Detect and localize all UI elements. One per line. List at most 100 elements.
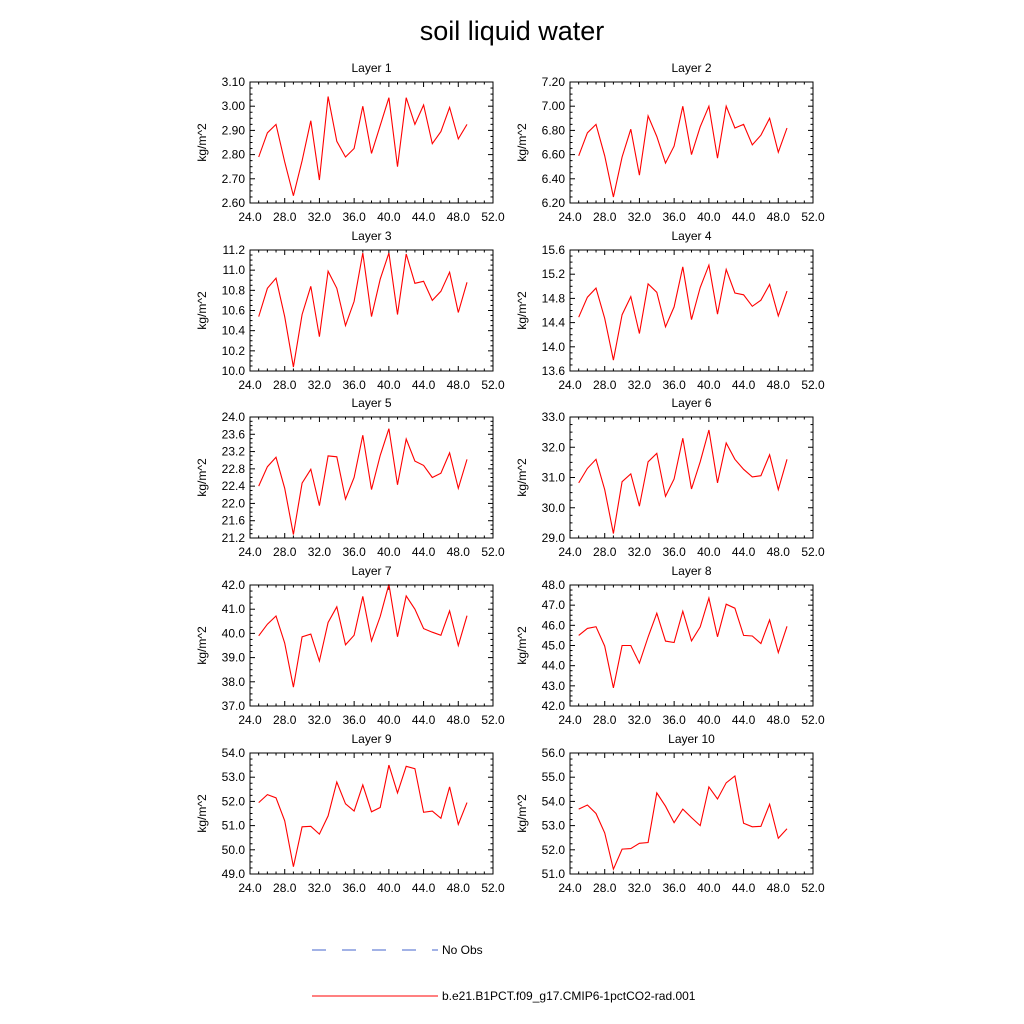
layer-6-xtick-label: 24.0: [558, 545, 582, 559]
layer-10-ytick-label: 51.0: [542, 867, 566, 881]
layer-4-xtick-label: 44.0: [732, 378, 756, 392]
layer-2-xtick-label: 52.0: [801, 210, 825, 224]
layer-7-xtick-label: 48.0: [447, 713, 471, 727]
layer-1-ytick-label: 3.00: [222, 99, 246, 113]
layer-3-ytick-label: 10.6: [222, 304, 246, 318]
layer-3-title: Layer 3: [351, 229, 391, 243]
layer-5-xtick-label: 32.0: [308, 545, 332, 559]
layer-7-xtick-label: 36.0: [342, 713, 366, 727]
layer-1-title: Layer 1: [351, 61, 391, 75]
layer-4-xtick-label: 52.0: [801, 378, 825, 392]
layer-7-xtick-label: 28.0: [273, 713, 297, 727]
layer-5-ytick-label: 22.0: [222, 496, 246, 510]
layer-7-plot-frame: [249, 584, 494, 707]
layer-7-ytick-label: 37.0: [222, 699, 246, 713]
layer-10-xtick-label: 40.0: [697, 881, 721, 895]
layer-5-panel: Layer 5 kg/m^2 24.0 28.0 32.0 36.0 40.0 44.0 48.…: [195, 396, 505, 559]
layer-1-xtick-label: 48.0: [447, 210, 471, 224]
layer-3-xtick-label: 44.0: [412, 378, 436, 392]
layer-9-ytick-label: 53.0: [222, 770, 246, 784]
layer-9-ytick-label: 51.0: [222, 819, 246, 833]
layer-1-plot-frame: [249, 81, 494, 204]
layer-7-series-line: [258, 584, 468, 688]
layer-9-xtick-label: 48.0: [447, 881, 471, 895]
layer-2-xtick-label: 24.0: [558, 210, 582, 224]
layer-9-ytick-label: 52.0: [222, 794, 246, 808]
layer-6-xtick-label: 52.0: [801, 545, 825, 559]
layer-3-xtick-label: 32.0: [308, 378, 332, 392]
layer-10-xtick-label: 28.0: [593, 881, 617, 895]
layer-5-ylabel: kg/m^2: [195, 458, 209, 497]
layer-2-plot-frame: [569, 81, 814, 204]
layer-5-xtick-label: 24.0: [238, 545, 262, 559]
legend: No Obs b.e21.B1PCT.f09_g17.CMIP6-1pctCO2…: [312, 943, 696, 1003]
layer-7-ytick-label: 39.0: [222, 651, 246, 665]
layer-5-xtick-label: 40.0: [377, 545, 401, 559]
layer-6-ytick-label: 33.0: [542, 410, 566, 424]
layer-2-xtick-label: 32.0: [628, 210, 652, 224]
layer-10-xtick-label: 36.0: [662, 881, 686, 895]
layer-9-plot-frame: [249, 752, 494, 875]
layer-8-xtick-label: 24.0: [558, 713, 582, 727]
layer-4-xtick-label: 28.0: [593, 378, 617, 392]
panels-grid: Layer 1 kg/m^2 24.0 28.0 32.0 36.0 40.0 44.0 48.…: [195, 61, 825, 895]
layer-5-xtick-label: 48.0: [447, 545, 471, 559]
layer-9-xtick-label: 40.0: [377, 881, 401, 895]
layer-4-panel: Layer 4 kg/m^2 24.0 28.0 32.0 36.0 40.0 44.0 48.…: [515, 229, 825, 392]
layer-8-xtick-label: 32.0: [628, 713, 652, 727]
layer-7-xtick-label: 40.0: [377, 713, 401, 727]
layer-5-xtick-label: 28.0: [273, 545, 297, 559]
layer-8-ytick-label: 44.0: [542, 659, 566, 673]
layer-4-title: Layer 4: [671, 229, 711, 243]
layer-3-ytick-label: 11.2: [223, 243, 246, 257]
layer-1-ylabel: kg/m^2: [195, 123, 209, 162]
layer-7-xtick-label: 44.0: [412, 713, 436, 727]
layer-10-series-line: [578, 775, 788, 871]
layer-6-xtick-label: 48.0: [767, 545, 791, 559]
layer-6-xtick-label: 36.0: [662, 545, 686, 559]
layer-10-xtick-label: 48.0: [767, 881, 791, 895]
layer-3-xtick-label: 28.0: [273, 378, 297, 392]
layer-3-ytick-label: 10.2: [222, 344, 246, 358]
layer-4-ytick-label: 15.2: [542, 267, 566, 281]
layer-9-xtick-label: 36.0: [342, 881, 366, 895]
layer-10-xtick-label: 52.0: [801, 881, 825, 895]
layer-4-xtick-label: 24.0: [558, 378, 582, 392]
layer-8-xtick-label: 36.0: [662, 713, 686, 727]
layer-5-ytick-label: 23.6: [222, 427, 246, 441]
layer-3-series-line: [258, 252, 468, 368]
layer-8-ylabel: kg/m^2: [515, 626, 529, 665]
layer-4-xtick-label: 48.0: [767, 378, 791, 392]
layer-8-ytick-label: 48.0: [542, 578, 566, 592]
layer-9-ytick-label: 54.0: [222, 746, 246, 760]
layer-7-ytick-label: 42.0: [222, 578, 246, 592]
layer-10-xtick-label: 24.0: [558, 881, 582, 895]
figure-title: soil liquid water: [420, 16, 605, 46]
layer-5-ytick-label: 22.4: [222, 479, 246, 493]
layer-9-title: Layer 9: [351, 732, 391, 746]
layer-9-ylabel: kg/m^2: [195, 794, 209, 833]
layer-6-ytick-label: 30.0: [542, 501, 566, 515]
layer-4-ytick-label: 13.6: [542, 364, 566, 378]
layer-1-xtick-label: 36.0: [342, 210, 366, 224]
layer-8-ytick-label: 46.0: [542, 618, 566, 632]
layer-7-ytick-label: 41.0: [222, 602, 246, 616]
layer-9-xtick-label: 32.0: [308, 881, 332, 895]
layer-8-ytick-label: 43.0: [542, 679, 566, 693]
layer-8-xtick-label: 40.0: [697, 713, 721, 727]
layer-2-xtick-label: 36.0: [662, 210, 686, 224]
layer-6-xtick-label: 40.0: [697, 545, 721, 559]
layer-7-ylabel: kg/m^2: [195, 626, 209, 665]
layer-5-plot-frame: [249, 416, 494, 539]
layer-2-ytick-label: 6.40: [542, 172, 566, 186]
layer-10-ytick-label: 55.0: [542, 770, 566, 784]
layer-10-plot-frame: [569, 752, 814, 875]
layer-4-xtick-label: 40.0: [697, 378, 721, 392]
layer-2-xtick-label: 40.0: [697, 210, 721, 224]
layer-2-series-line: [578, 104, 788, 198]
layer-2-ytick-label: 7.20: [542, 75, 566, 89]
layer-5-ytick-label: 23.2: [222, 445, 246, 459]
layer-3-xtick-label: 40.0: [377, 378, 401, 392]
layer-6-xtick-label: 32.0: [628, 545, 652, 559]
layer-7-ytick-label: 40.0: [222, 626, 246, 640]
